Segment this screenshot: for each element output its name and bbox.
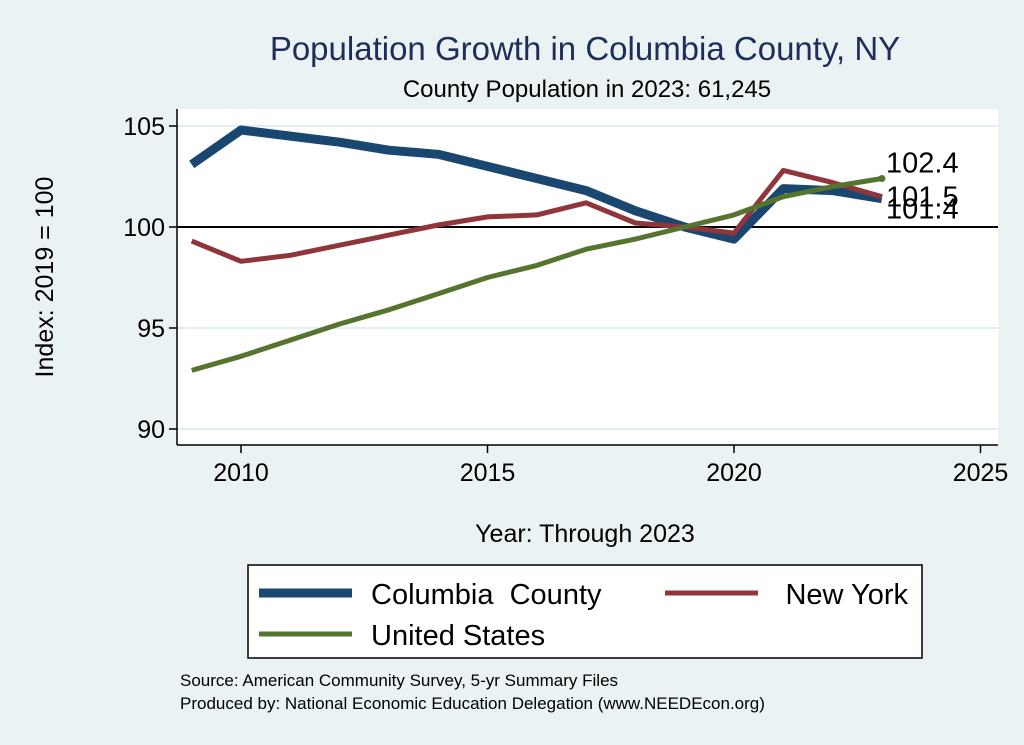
y-axis-label: Index: 2019 = 100 (31, 177, 59, 378)
y-ticks: 90 95 100 105 (123, 113, 177, 444)
legend-label: Columbia County (371, 579, 602, 611)
plot-area (177, 109, 998, 445)
x-tick-label: 2015 (460, 459, 516, 487)
legend-label: New York (785, 579, 908, 611)
x-tick-label: 2020 (706, 459, 762, 487)
legend-items: Columbia County New York United States (259, 579, 908, 652)
x-ticks: 2010 2015 2020 2025 (213, 445, 1008, 487)
x-axis-label: Year: Through 2023 (475, 520, 695, 548)
source-line-2: Produced by: National Economic Education… (180, 694, 765, 713)
y-tick-label: 95 (137, 315, 165, 343)
series-line-columbia-county (189, 125, 883, 244)
series-line-new-york (190, 167, 883, 264)
x-tick-label: 2010 (213, 459, 269, 487)
series-lines (189, 125, 886, 373)
source-line-1: Source: American Community Survey, 5-yr … (180, 671, 618, 690)
end-label-new-york: 101.5 (886, 182, 959, 214)
end-label-columbia-county: 101.4 (886, 194, 959, 226)
y-tick-label: 90 (137, 416, 165, 444)
y-tick-label: 100 (123, 214, 165, 242)
y-tick-label: 105 (123, 113, 165, 141)
series-line-united-states (191, 176, 883, 373)
chart-subtitle: County Population in 2023: 61,245 (403, 76, 771, 103)
gridlines (177, 125, 998, 430)
legend-label: United States (371, 620, 545, 652)
chart-title: Population Growth in Columbia County, NY (270, 30, 900, 67)
series-end-point (878, 175, 886, 183)
legend (247, 564, 923, 659)
end-label-united-states: 102.4 (886, 148, 959, 180)
x-tick-label: 2025 (953, 459, 1009, 487)
